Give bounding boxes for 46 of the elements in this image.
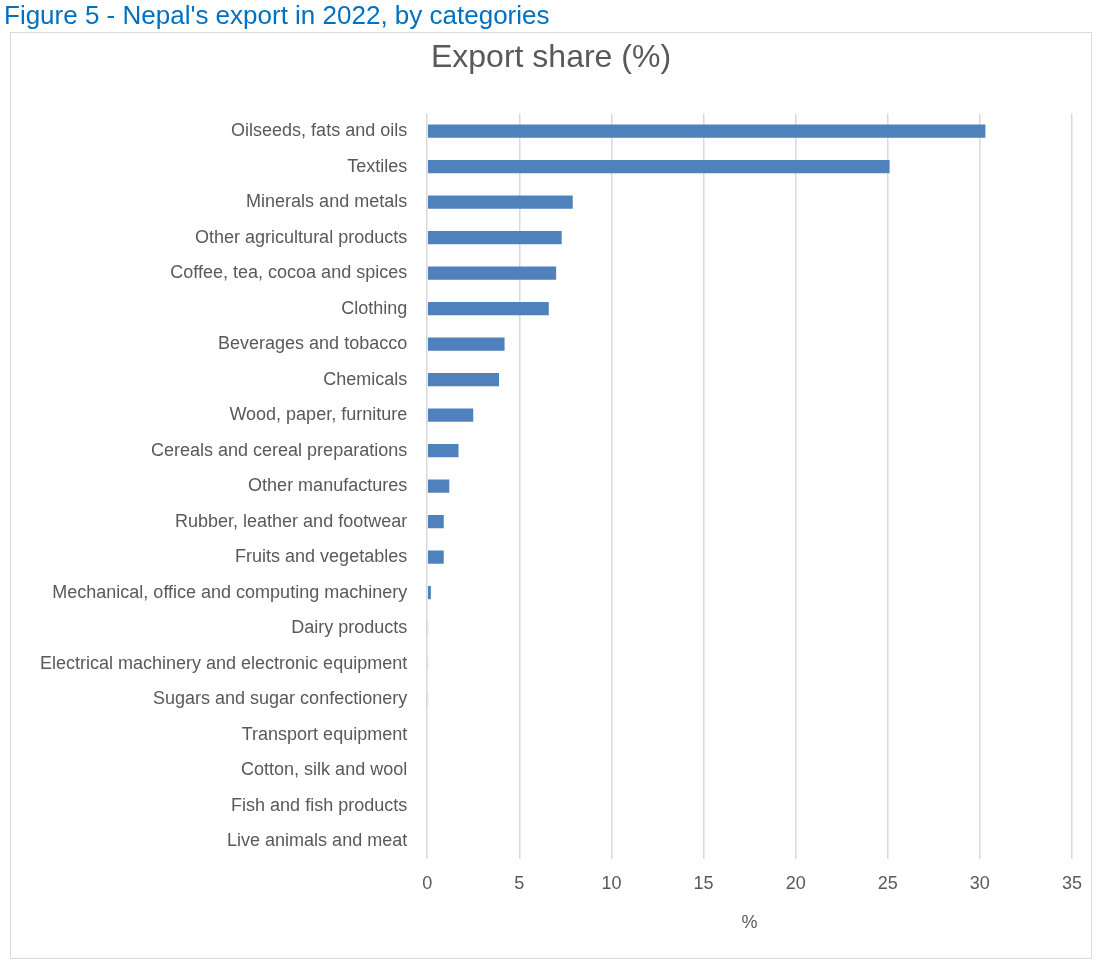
bar xyxy=(427,337,505,351)
y-tick-label: Sugars and sugar confectionery xyxy=(153,688,408,709)
bar xyxy=(427,550,444,564)
y-tick-label: Dairy products xyxy=(291,617,408,638)
y-tick-label: Fish and fish products xyxy=(231,794,408,815)
caption: Figure 5 - Nepal's export in 2022, by categories xyxy=(3,0,550,30)
y-tick-label: Coffee, tea, cocoa and spices xyxy=(170,262,408,283)
y-tick-label: Clothing xyxy=(341,297,408,318)
y-tick-label: Transport equipment xyxy=(241,723,408,744)
bar xyxy=(427,373,500,387)
y-tick-label: Live animals and meat xyxy=(227,830,408,851)
y-tick-label: Beverages and tobacco xyxy=(218,333,408,354)
bar xyxy=(427,124,986,138)
y-tick-label: Oilseeds, fats and oils xyxy=(231,120,408,141)
y-tick-label: Mechanical, office and computing machinery xyxy=(52,581,408,602)
x-tick-label: 30 xyxy=(969,872,990,893)
x-tick-label: 5 xyxy=(514,872,525,893)
bar xyxy=(427,302,549,316)
x-tick-label: 0 xyxy=(422,872,433,893)
x-tick-label: 35 xyxy=(1061,872,1082,893)
y-tick-label: Cotton, silk and wool xyxy=(241,759,408,780)
y-tick-label: Electrical machinery and electronic equipment xyxy=(39,652,408,673)
y-tick-label: Chemicals xyxy=(323,368,408,389)
bar xyxy=(427,586,431,600)
bar xyxy=(427,408,474,422)
y-tick-label: Wood, paper, furniture xyxy=(229,404,408,425)
y-tick-label: Minerals and metals xyxy=(246,191,408,212)
y-tick-label: Fruits and vegetables xyxy=(235,546,408,567)
bar xyxy=(427,160,890,174)
x-tick-label: 15 xyxy=(693,872,714,893)
bar xyxy=(427,479,450,493)
x-tick-label: 25 xyxy=(877,872,898,893)
y-tick-label: Other agricultural products xyxy=(195,226,408,247)
bar xyxy=(427,231,562,245)
x-axis-title: % xyxy=(741,912,758,933)
x-tick-label: 20 xyxy=(785,872,806,893)
bar xyxy=(427,266,557,280)
chart-title: Export share (%) xyxy=(430,38,672,75)
y-tick-label: Other manufactures xyxy=(248,475,408,496)
bar xyxy=(427,195,573,209)
y-tick-label: Textiles xyxy=(347,155,408,176)
x-tick-label: 10 xyxy=(601,872,622,893)
y-tick-label: Cereals and cereal preparations xyxy=(151,439,408,460)
bar xyxy=(427,515,444,529)
bar xyxy=(427,444,459,458)
y-tick-label: Rubber, leather and footwear xyxy=(175,510,408,531)
